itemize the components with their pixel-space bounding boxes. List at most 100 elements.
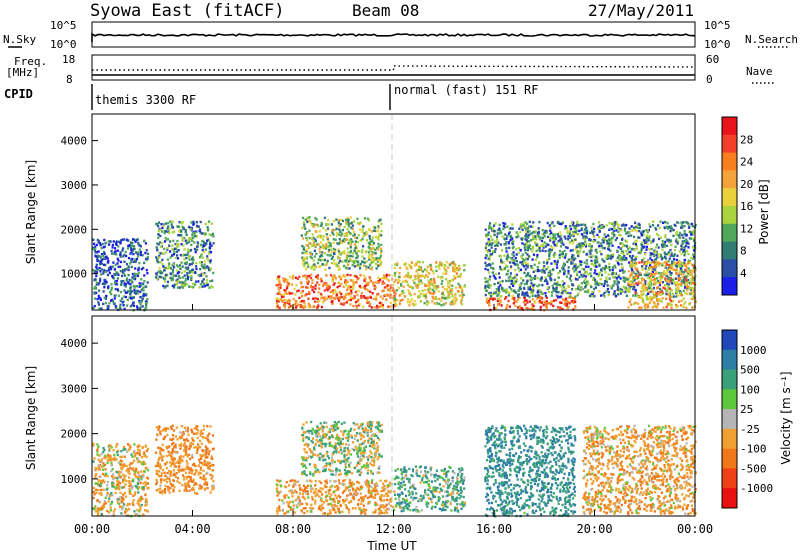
heatmap-cell: [95, 274, 98, 278]
heatmap-cell: [206, 464, 209, 467]
heatmap-cell: [581, 275, 584, 278]
heatmap-cell: [651, 224, 655, 227]
heatmap-cell: [678, 231, 681, 235]
heatmap-cell: [681, 226, 684, 230]
heatmap-cell: [134, 277, 137, 281]
heatmap-cell: [669, 295, 672, 299]
heatmap-cell: [684, 277, 687, 280]
heatmap-cell: [609, 269, 612, 272]
heatmap-cell: [97, 488, 100, 492]
heatmap-cell: [631, 258, 634, 261]
heatmap-cell: [329, 253, 332, 257]
heatmap-cell: [192, 282, 195, 286]
heatmap-cell: [195, 221, 198, 224]
heatmap-cell: [98, 500, 101, 503]
heatmap-cell: [184, 283, 187, 286]
heatmap-cell: [123, 455, 126, 458]
heatmap-cell: [560, 234, 563, 237]
heatmap-cell: [299, 305, 302, 309]
heatmap-cell: [305, 252, 308, 255]
heatmap-cell: [172, 274, 176, 277]
heatmap-cell: [378, 305, 381, 308]
heatmap-cell: [134, 470, 137, 474]
heatmap-cell: [208, 250, 211, 253]
heatmap-cell: [642, 289, 645, 292]
heatmap-cell: [583, 261, 586, 264]
heatmap-cell: [174, 242, 177, 246]
heatmap-cell: [633, 302, 636, 305]
heatmap-cell: [163, 471, 166, 474]
heatmap-cell: [119, 290, 123, 294]
heatmap-cell: [103, 280, 106, 284]
heatmap-cell: [110, 249, 113, 253]
heatmap-cell: [346, 260, 349, 264]
heatmap-cell: [693, 255, 696, 259]
heatmap-cell: [513, 296, 516, 300]
heatmap-cell: [561, 307, 564, 311]
heatmap-cell: [519, 307, 522, 311]
heatmap-cell: [553, 260, 556, 263]
heatmap-cell: [155, 438, 158, 441]
heatmap-cell: [349, 274, 352, 277]
heatmap-cell: [537, 227, 540, 230]
heatmap-cell: [397, 286, 400, 290]
heatmap-cell: [172, 460, 175, 463]
heatmap-cell: [129, 291, 132, 294]
heatmap-cell: [451, 300, 454, 303]
heatmap-cell: [131, 462, 134, 465]
heatmap-cell: [157, 233, 160, 236]
heatmap-cell: [405, 266, 408, 269]
heatmap-cell: [303, 265, 306, 268]
heatmap-cell: [183, 258, 186, 261]
heatmap-cell: [522, 262, 525, 265]
heatmap-cell: [642, 233, 645, 237]
heatmap-cell: [361, 237, 364, 241]
heatmap-cell: [276, 299, 279, 302]
heatmap-cell: [428, 291, 431, 294]
heatmap-cell: [356, 278, 359, 281]
heatmap-cell: [507, 241, 510, 244]
heatmap-cell: [155, 274, 158, 277]
heatmap-cell: [631, 273, 634, 277]
heatmap-cell: [389, 284, 392, 287]
heatmap-cell: [659, 262, 662, 265]
heatmap-cell: [545, 303, 548, 306]
heatmap-cell: [124, 285, 127, 288]
heatmap-cell: [659, 273, 662, 277]
heatmap-cell: [594, 249, 598, 253]
heatmap-cell: [338, 296, 341, 299]
heatmap-cell: [424, 296, 427, 300]
heatmap-cell: [567, 258, 570, 261]
heatmap-cell: [385, 286, 388, 289]
heatmap-cell: [438, 267, 441, 270]
heatmap-cell: [140, 495, 143, 499]
heatmap-cell: [112, 261, 115, 264]
heatmap-cell: [627, 231, 630, 234]
heatmap-cell: [661, 291, 665, 294]
heatmap-cell: [553, 236, 556, 239]
heatmap-cell: [100, 262, 103, 265]
heatmap-cell: [97, 464, 100, 467]
heatmap-cell: [680, 280, 683, 283]
heatmap-cell: [134, 259, 137, 263]
heatmap-cell: [664, 256, 667, 259]
heatmap-cell: [94, 505, 97, 508]
heatmap-cell: [488, 227, 491, 230]
heatmap-cell: [617, 230, 620, 233]
heatmap-cell: [630, 303, 633, 306]
heatmap-cell: [96, 453, 99, 456]
heatmap-cell: [205, 275, 208, 278]
heatmap-cell: [551, 236, 554, 239]
heatmap-cell: [191, 239, 194, 242]
heatmap-cell: [441, 292, 444, 295]
heatmap-cell: [366, 217, 369, 220]
nsky-tick-top: 10^5: [50, 19, 77, 32]
heatmap-cell: [571, 254, 574, 257]
heatmap-cell: [123, 238, 126, 241]
heatmap-cell: [690, 256, 693, 259]
heatmap-cell: [592, 240, 595, 243]
heatmap-cell: [94, 473, 97, 477]
heatmap-cell: [313, 263, 316, 266]
heatmap-cell: [331, 250, 334, 254]
heatmap-cell: [502, 222, 505, 225]
